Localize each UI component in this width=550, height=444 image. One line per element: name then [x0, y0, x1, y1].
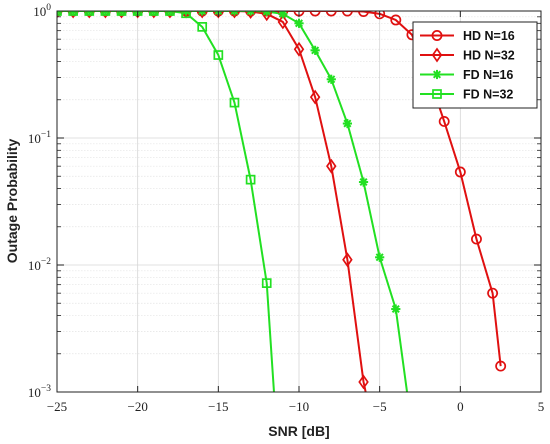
data-point-hd-n-16 — [438, 115, 450, 127]
star-stroke — [405, 401, 412, 408]
x-tick-label: 5 — [538, 399, 545, 414]
data-point-fd-n-32 — [181, 11, 191, 19]
data-point-hd-n-16 — [390, 14, 402, 26]
star-stroke — [432, 70, 442, 79]
data-point-fd-n-32 — [100, 11, 111, 16]
x-tick-label: −25 — [47, 399, 67, 414]
data-point-fd-n-32 — [271, 400, 279, 408]
legend-label-hd-n-32: HD N=32 — [463, 49, 515, 63]
axis-ticks — [56, 10, 542, 393]
legend-marker-hd-n-16 — [431, 30, 443, 41]
legend-label-hd-n-16: HD N=16 — [463, 29, 515, 43]
data-point-hd-n-16 — [487, 287, 499, 299]
x-axis-label: SNR [dB] — [268, 423, 329, 439]
data-point-hd-n-16 — [374, 11, 386, 20]
data-point-fd-n-32 — [84, 11, 95, 16]
series-line-fd-n-16 — [57, 11, 409, 392]
star-stroke — [294, 19, 304, 28]
x-tick-labels: −25 −20 −15 −10 −5 0 5 — [47, 399, 544, 414]
star-stroke — [278, 11, 287, 18]
star-stroke — [405, 401, 412, 408]
data-point-hd-n-32 — [67, 11, 79, 19]
data-point-fd-n-16 — [358, 177, 369, 187]
data-point-hd-n-16 — [454, 166, 466, 178]
legend: HD N=16 HD N=32 FD N=16 FD N=32 — [412, 21, 538, 109]
legend-marker-fd-n-32 — [432, 89, 442, 99]
data-point-fd-n-32 — [229, 97, 240, 108]
data-point-fd-n-16 — [342, 118, 352, 129]
data-point-fd-n-32 — [245, 174, 256, 185]
data-point-hd-n-16 — [325, 11, 337, 17]
y-tick-label: 100 — [33, 3, 51, 19]
star-stroke — [262, 11, 269, 16]
data-point-hd-n-32 — [342, 252, 353, 268]
x-tick-label: −10 — [289, 399, 309, 414]
x-tick-label: −5 — [373, 399, 387, 414]
data-point-hd-n-16 — [495, 360, 507, 372]
data-point-hd-n-32 — [148, 11, 160, 19]
legend-marker-hd-n-32 — [431, 47, 443, 63]
data-point-fd-n-16 — [404, 400, 413, 409]
data-point-hd-n-32 — [358, 374, 369, 390]
data-point-fd-n-16 — [310, 45, 320, 55]
series-line-fd-n-32 — [57, 11, 275, 392]
data-point-hd-n-32 — [116, 11, 127, 19]
data-point-fd-n-32 — [213, 50, 224, 60]
data-point-hd-n-32 — [100, 11, 111, 19]
data-point-hd-n-16 — [358, 11, 369, 18]
star-stroke — [375, 253, 384, 262]
data-point-fd-n-16 — [375, 252, 385, 262]
series-line-hd-n-32 — [57, 11, 367, 392]
legend-label-fd-n-16: FD N=16 — [463, 68, 513, 82]
data-point-hd-n-32 — [367, 414, 375, 426]
data-point-fd-n-32 — [116, 11, 127, 16]
data-point-hd-n-32 — [245, 11, 256, 20]
data-point-fd-n-32 — [68, 11, 78, 16]
star-stroke — [391, 305, 400, 314]
data-point-fd-n-16 — [262, 11, 272, 17]
y-tick-labels: 100 10−1 10−2 10−3 — [28, 3, 51, 400]
y-tick-label: 10−3 — [28, 384, 51, 400]
x-tick-label: 0 — [457, 399, 464, 414]
data-point-fd-n-16 — [326, 74, 336, 84]
data-point-hd-n-16 — [309, 11, 321, 17]
data-point-fd-n-16 — [278, 11, 288, 19]
star-stroke — [311, 46, 320, 55]
data-point-fd-n-16 — [57, 11, 62, 16]
y-tick-label: 10−1 — [28, 130, 51, 146]
data-point-hd-n-16 — [471, 233, 482, 245]
y-axis-label: Outage Probability — [4, 139, 20, 264]
data-point-hd-n-32 — [277, 14, 289, 30]
data-point-fd-n-32 — [148, 11, 159, 16]
x-tick-label: −15 — [208, 399, 228, 414]
star-stroke — [359, 178, 368, 187]
star-stroke — [343, 119, 352, 128]
data-point-hd-n-32 — [293, 41, 305, 57]
data-point-fd-n-32 — [261, 278, 272, 288]
data-point-fd-n-32 — [197, 22, 208, 32]
data-point-hd-n-32 — [84, 11, 95, 19]
data-point-hd-n-32 — [196, 11, 208, 19]
y-tick-label: 10−2 — [28, 257, 51, 273]
data-point-hd-n-32 — [309, 89, 321, 105]
data-point-fd-n-32 — [165, 11, 175, 16]
star-stroke — [327, 75, 336, 84]
data-point-fd-n-16 — [391, 304, 401, 314]
data-point-fd-n-16 — [294, 18, 304, 28]
x-tick-label: −20 — [127, 399, 147, 414]
data-point-hd-n-32 — [326, 158, 337, 174]
legend-marker-fd-n-16 — [432, 69, 442, 80]
data-point-hd-n-32 — [229, 11, 240, 19]
legend-label-fd-n-32: FD N=32 — [463, 88, 513, 102]
star-stroke — [57, 11, 62, 16]
data-point-hd-n-32 — [164, 11, 176, 19]
